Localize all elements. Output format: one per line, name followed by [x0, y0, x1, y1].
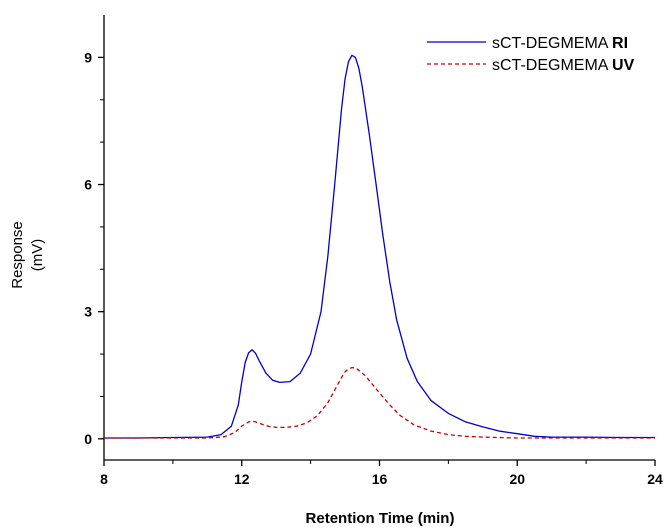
y-axis-unit: (mV): [29, 239, 46, 272]
y-axis-title: Response: [9, 221, 26, 289]
x-tick-label-12: 12: [234, 471, 250, 487]
y-tick-label-6: 6: [84, 177, 92, 193]
legend-label-prefix: sCT-DEGMEMA: [492, 35, 612, 52]
x-tick-label-16: 16: [372, 471, 388, 487]
legend-label-suffix: RI: [612, 35, 628, 52]
x-axis-title: Retention Time (min): [306, 510, 455, 527]
legend-label-uv: sCT-DEGMEMA UV: [492, 57, 635, 74]
y-tick-label-0: 0: [84, 431, 92, 447]
legend-label-suffix: UV: [612, 57, 635, 74]
axes: [103, 15, 655, 461]
series-line-uv: [104, 366, 655, 439]
y-tick-label-9: 9: [84, 49, 92, 65]
x-tick-label-20: 20: [509, 471, 525, 487]
legend-label-ri: sCT-DEGMEMA RI: [492, 35, 628, 52]
y-axis-title-group: Response (mV): [9, 221, 46, 289]
ticks: 8 12 16 20 24 0 3 6 9: [84, 49, 663, 487]
series-line-ri: [104, 54, 655, 439]
y-tick-label-3: 3: [84, 304, 92, 320]
x-tick-label-24: 24: [647, 471, 663, 487]
legend-label-prefix: sCT-DEGMEMA: [492, 57, 612, 74]
series-layer: [104, 54, 655, 439]
x-tick-label-8: 8: [100, 471, 108, 487]
